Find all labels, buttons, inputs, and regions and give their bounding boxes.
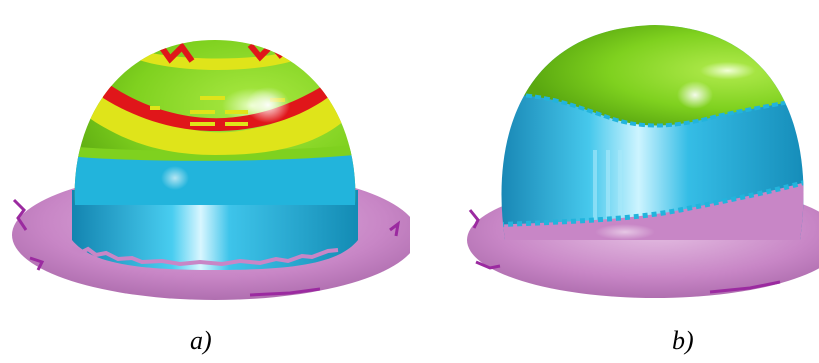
wall-edge-a bbox=[71, 246, 339, 267]
dome-b bbox=[501, 25, 804, 240]
flange-edge-b bbox=[468, 209, 781, 294]
caption-a: a) bbox=[190, 326, 212, 355]
dome-a bbox=[74, 40, 356, 205]
dome-render-a bbox=[12, 40, 410, 300]
flange-edge-a bbox=[12, 198, 401, 297]
panel-b: b) bbox=[410, 0, 819, 363]
wall-band-blue-a bbox=[72, 190, 358, 270]
caption-b: b) bbox=[672, 326, 694, 355]
dome-render-b bbox=[467, 25, 819, 298]
panel-a: a) bbox=[12, 40, 410, 355]
